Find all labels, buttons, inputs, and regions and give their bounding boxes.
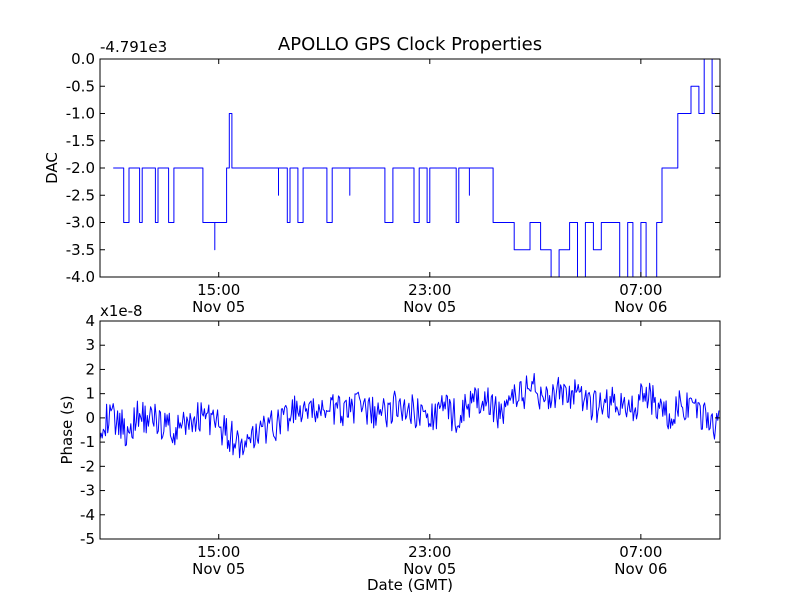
dac-ytick-label: -2.0 (66, 159, 95, 177)
figure-title: APOLLO GPS Clock Properties (278, 34, 542, 55)
phase-xtick-time-label: 07:00 (619, 543, 662, 561)
phase-ytick-label: -4 (80, 506, 95, 524)
dac-ytick-label: 0.0 (71, 50, 95, 68)
dac-xtick-date-label: Nov 05 (403, 298, 456, 316)
dac-series-line-0 (113, 59, 720, 277)
phase-ytick-label: -5 (80, 530, 95, 548)
dac-ytick-label: -1.0 (66, 105, 95, 123)
phase-ytick-label: 4 (85, 312, 95, 330)
dac-series-group (113, 59, 720, 277)
phase-series-line-0 (100, 373, 720, 459)
dac-offset-label: -4.791e3 (100, 38, 167, 56)
phase-ylabel: Phase (s) (58, 395, 76, 464)
phase-ytick-label: 3 (85, 336, 95, 354)
phase-xtick-time-label: 23:00 (408, 543, 451, 561)
dac-xtick-date-label: Nov 06 (614, 298, 667, 316)
dac-ytick-label: -4.0 (66, 268, 95, 286)
phase-frame (99, 320, 721, 540)
dac-xtick-date-label: Nov 05 (192, 298, 245, 316)
dac-ytick-label: -1.5 (66, 132, 95, 150)
dac-ytick-label: -0.5 (66, 77, 95, 95)
dac-ytick-label: -3.5 (66, 241, 95, 259)
phase-ytick-label: -1 (80, 433, 95, 451)
dac-ylabel: DAC (43, 152, 61, 184)
dac-xtick-time-label: 07:00 (619, 281, 662, 299)
phase-xtick-date-label: Nov 05 (403, 560, 456, 578)
phase-xtick-date-label: Nov 05 (192, 560, 245, 578)
dac-axes: -4.0 -3.5 -3.0 -2.5 -2.0 -1.5 -1.0 -0.5 0.0 15:00… (43, 38, 721, 316)
phase-ytick-label: 1 (85, 385, 95, 403)
phase-xtick-time-label: 15:00 (197, 543, 240, 561)
dac-ytick-label: -2.5 (66, 186, 95, 204)
dac-ytick-label: -3.0 (66, 214, 95, 232)
dac-xtick-time-label: 15:00 (197, 281, 240, 299)
phase-xtick-date-label: Nov 06 (614, 560, 667, 578)
phase-ytick-label: -2 (80, 457, 95, 475)
phase-offset-label: x1e-8 (100, 302, 143, 320)
phase-ytick-label: 2 (85, 360, 95, 378)
phase-ytick-label: -3 (80, 482, 95, 500)
x-axis-label: Date (GMT) (367, 576, 453, 594)
phase-ytick-label: 0 (85, 409, 95, 427)
dac-plot-area: -4.0 -3.5 -3.0 -2.5 -2.0 -1.5 -1.0 -0.5 0.0 15:00… (66, 50, 721, 316)
phase-series-group (100, 373, 720, 459)
dac-xtick-time-label: 23:00 (408, 281, 451, 299)
